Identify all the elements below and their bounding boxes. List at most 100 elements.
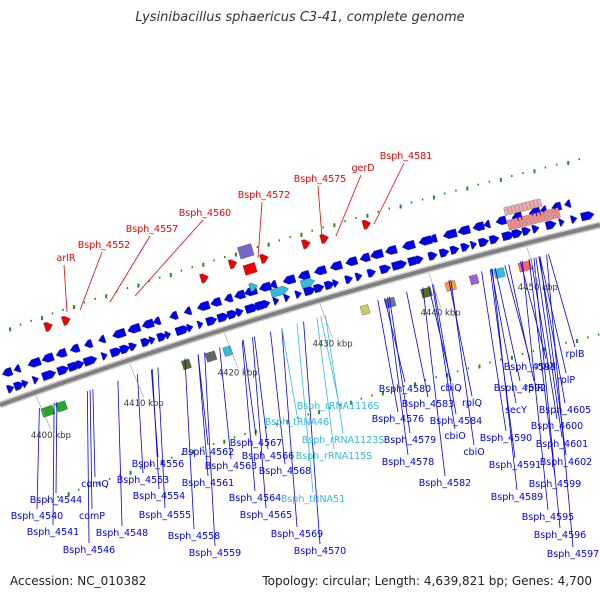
- gene-shape: [119, 344, 131, 355]
- gene-arrow: [156, 332, 168, 342]
- leader-line: [252, 337, 267, 509]
- gene-shape: [196, 320, 204, 329]
- gene-shape: [488, 235, 500, 245]
- gene-arrow: [226, 309, 238, 320]
- gene-arrow: [457, 225, 472, 236]
- gene-shape: [531, 224, 540, 234]
- gene-arrow: [248, 282, 258, 292]
- gene-shape: [127, 322, 142, 334]
- leader-line: [151, 369, 160, 490]
- gene-arrow: [61, 315, 71, 326]
- leader-line: [528, 259, 556, 478]
- gene-label-bottom: Bsph_4579: [384, 435, 436, 446]
- track-dot: [30, 319, 32, 322]
- gene-shape: [56, 365, 70, 376]
- track-dot: [456, 370, 459, 373]
- leader-line: [539, 256, 567, 374]
- tick-line: [35, 396, 52, 430]
- gene-arrow: [12, 381, 25, 391]
- track-dot: [286, 419, 289, 424]
- leader-line: [494, 267, 521, 382]
- leader-line: [530, 258, 558, 420]
- gene-arrow: [48, 370, 57, 379]
- gene-shape: [457, 225, 472, 236]
- gene-box-shape: [514, 204, 520, 213]
- gene-box: [237, 243, 255, 260]
- gene-arrow: [418, 235, 434, 246]
- leader-line: [281, 328, 298, 416]
- gene-shape: [469, 241, 478, 250]
- gene-arrow: [299, 278, 315, 289]
- gene-arrow: [100, 352, 108, 361]
- gene-box-shape: [359, 304, 371, 316]
- gene-label-bottom: Bsph_4596: [534, 530, 586, 541]
- leader-line: [450, 279, 475, 446]
- gene-label-top: Bsph_4581: [380, 151, 432, 162]
- track-dot: [576, 339, 579, 344]
- gene-shape: [235, 308, 244, 317]
- gene-label-bottom: Bsph_4580: [379, 384, 431, 395]
- track-dot: [73, 305, 76, 310]
- track-dot: [223, 439, 226, 444]
- track-dot: [105, 294, 108, 299]
- gene-label-bottom: Bsph_tRNA46: [265, 417, 329, 428]
- gene-label-bottom: Bsph_4564: [229, 493, 281, 504]
- gene-arrow: [544, 220, 557, 231]
- track-dot: [510, 355, 513, 360]
- kbp-tick: 4450 kbp: [518, 247, 558, 293]
- gene-shape: [501, 231, 515, 242]
- gene-box: [532, 212, 539, 224]
- track-dot: [57, 495, 59, 498]
- backbone: [0, 221, 600, 409]
- gene-label-bottom: Bsph_4602: [540, 457, 592, 468]
- gene-box: [517, 216, 524, 228]
- gene-arrow: [13, 364, 22, 373]
- gene-arrow: [152, 316, 162, 326]
- gene-label-bottom: Bsph_4591: [489, 460, 541, 471]
- track-dot: [565, 341, 567, 344]
- leader-line: [377, 299, 399, 413]
- gene-box: [540, 211, 546, 222]
- gene-shape: [269, 279, 278, 289]
- gene-box: [525, 214, 531, 226]
- track-dot: [477, 183, 479, 186]
- gene-label-bottom: comP: [79, 511, 105, 522]
- gene-label-bottom: Bsph_4590: [480, 433, 532, 444]
- gene-arrow: [6, 384, 15, 394]
- track-dot: [466, 186, 469, 191]
- track-dot: [88, 485, 90, 488]
- gene-shape: [544, 220, 557, 231]
- track-dot: [521, 352, 524, 355]
- track-dot: [296, 416, 299, 419]
- gene-arrow: [262, 299, 271, 309]
- gene-label-bottom: Bsph_tRNA51: [281, 494, 345, 505]
- leader-line: [432, 284, 456, 430]
- track-dot: [543, 347, 546, 352]
- gene-box-shape: [518, 203, 524, 212]
- leader-line: [242, 340, 257, 437]
- leader-line: [92, 389, 96, 478]
- gene-box: [507, 205, 513, 215]
- gene-label-bottom: Bsph_4559: [189, 548, 241, 559]
- gene-shape: [323, 280, 335, 291]
- gene-arrow: [140, 337, 151, 348]
- gene-shape: [299, 278, 315, 289]
- gene-arrow: [148, 336, 156, 345]
- gene-shape: [169, 310, 179, 320]
- kbp-ticks: 4400 kbp 4410 kbp 4420 kbp 4430 kbp 4440 kbp…: [31, 247, 558, 441]
- gene-label-bottom: Bsph_4582: [419, 478, 471, 489]
- gene-arrow: [259, 254, 269, 264]
- gene-label-bottom: rplB: [565, 349, 584, 360]
- gene-box: [521, 202, 528, 212]
- gene-shape: [41, 352, 55, 363]
- gene-label-bottom: Bsph_4546: [63, 545, 115, 556]
- track-dot: [119, 474, 121, 477]
- gene-arrow: [69, 343, 81, 353]
- leader-line: [546, 254, 574, 548]
- gene-shape: [379, 264, 392, 275]
- leader-line: [257, 201, 263, 259]
- gene-arrow: [84, 339, 94, 348]
- gene-box: [536, 211, 543, 223]
